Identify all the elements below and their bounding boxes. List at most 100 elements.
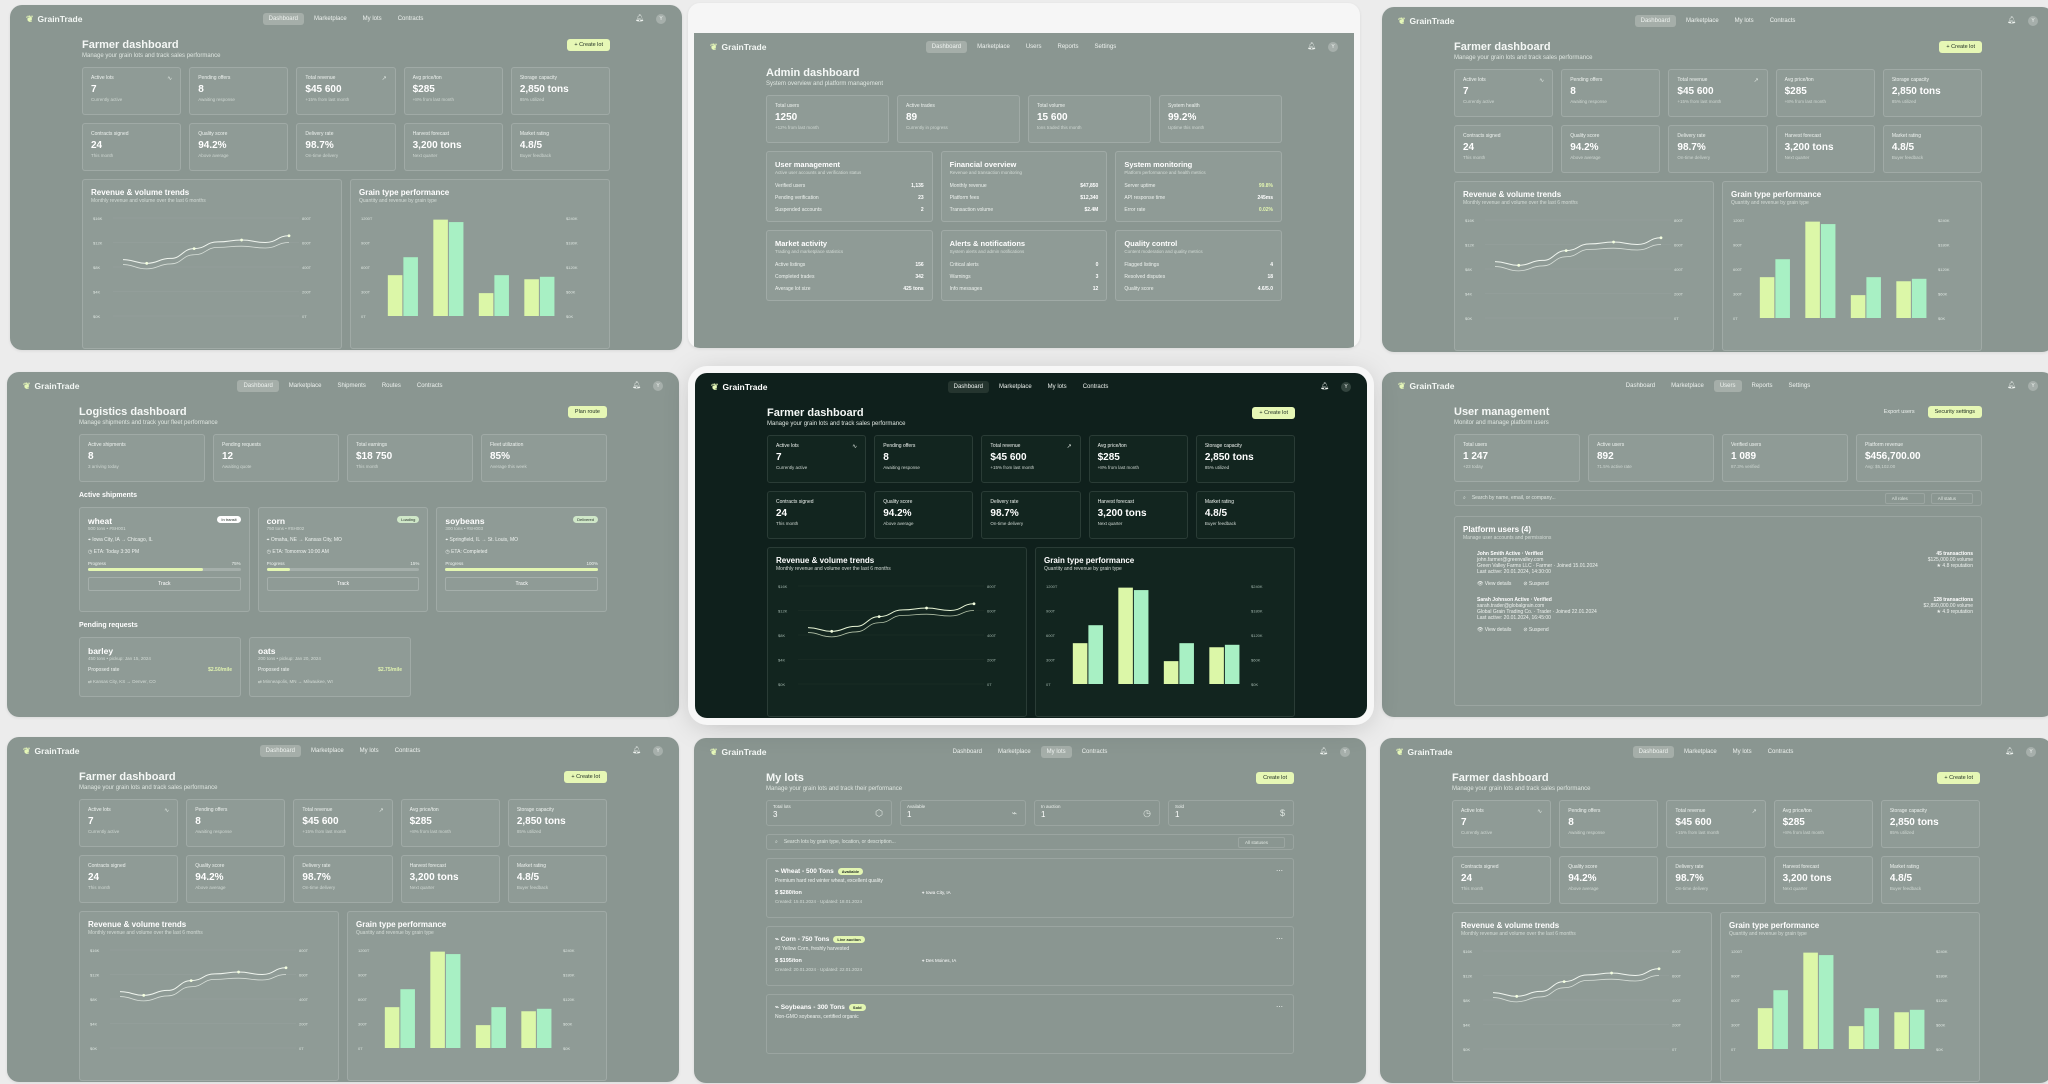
logo[interactable]: ❦ GrainTrade: [26, 14, 176, 25]
logo[interactable]: ❦ GrainTrade: [23, 746, 173, 757]
logo[interactable]: ❦ GrainTrade: [711, 382, 861, 393]
avatar[interactable]: Y: [1328, 42, 1338, 52]
avatar[interactable]: Y: [653, 746, 663, 756]
search-input[interactable]: ⌕ Search by name, email, or company... All…: [1454, 490, 1982, 506]
avatar[interactable]: Y: [2028, 16, 2038, 26]
avatar[interactable]: Y: [653, 381, 663, 391]
nav-link-marketplace[interactable]: Marketplace: [1683, 749, 1717, 755]
user-row[interactable]: Sarah Johnson Active · Verified sarah.tra…: [1477, 597, 1973, 633]
nav-link-my-lots[interactable]: My lots: [1040, 746, 1072, 758]
nav-link-settings[interactable]: Settings: [1788, 383, 1811, 389]
bell-icon[interactable]: 🔔︎: [2007, 17, 2016, 24]
nav-link-my-lots[interactable]: My lots: [1734, 18, 1754, 24]
bell-icon[interactable]: 🔔︎: [2007, 382, 2016, 389]
nav-link-contracts[interactable]: Contracts: [397, 16, 424, 22]
logo[interactable]: ❦ GrainTrade: [23, 381, 173, 392]
nav-link-shipments[interactable]: Shipments: [337, 383, 366, 389]
bell-icon[interactable]: 🔔︎: [2005, 748, 2014, 755]
request-card[interactable]: oats 200 tons • pickup: Jan 20, 2024 Propo…: [249, 637, 411, 697]
nav-link-routes[interactable]: Routes: [381, 383, 401, 389]
nav-link-dashboard[interactable]: Dashboard: [237, 380, 279, 392]
plan-route-button[interactable]: Plan route: [567, 406, 607, 418]
nav-link-contracts[interactable]: Contracts: [416, 383, 443, 389]
status-filter[interactable]: All statuses: [1237, 836, 1285, 848]
logo[interactable]: ❦ GrainTrade: [710, 42, 860, 53]
track-button[interactable]: Track: [88, 577, 241, 591]
nav-link-dashboard[interactable]: Dashboard: [259, 745, 301, 757]
more-icon[interactable]: ⋯: [1276, 936, 1283, 943]
avatar[interactable]: Y: [2028, 381, 2038, 391]
lot-card[interactable]: ⌁ Wheat - 500 Tons Available Premium hard …: [766, 858, 1294, 918]
nav-link-settings[interactable]: Settings: [1094, 44, 1117, 50]
nav-link-marketplace[interactable]: Marketplace: [313, 16, 347, 22]
nav-link-my-lots[interactable]: My lots: [359, 748, 379, 754]
avatar[interactable]: Y: [1341, 382, 1351, 392]
bell-icon[interactable]: 🔔︎: [632, 382, 641, 389]
bell-icon[interactable]: 🔔︎: [635, 15, 644, 22]
suspend-button[interactable]: ⊘ Suspend: [1523, 581, 1549, 587]
create-lot-button[interactable]: Create lot: [1256, 772, 1294, 784]
track-button[interactable]: Track: [445, 577, 599, 591]
create-lot-button[interactable]: + Create lot: [567, 39, 610, 51]
clock-icon: ◷: [1143, 808, 1151, 818]
lot-card[interactable]: ⌁ Corn - 750 Tons Live auction #2 Yellow C…: [766, 926, 1294, 986]
nav-link-marketplace[interactable]: Marketplace: [1685, 18, 1719, 24]
stat-card: Contracts signed 24 This month: [1454, 125, 1554, 173]
bell-icon[interactable]: 🔔︎: [1307, 43, 1316, 50]
nav-link-dashboard[interactable]: Dashboard: [1634, 15, 1676, 27]
nav-link-reports[interactable]: Reports: [1057, 44, 1079, 50]
nav-link-contracts[interactable]: Contracts: [1082, 384, 1109, 390]
nav-link-contracts[interactable]: Contracts: [1767, 749, 1794, 755]
nav-link-dashboard[interactable]: Dashboard: [947, 381, 989, 393]
avatar[interactable]: Y: [2026, 747, 2036, 757]
nav-link-contracts[interactable]: Contracts: [1081, 749, 1108, 755]
nav-link-dashboard[interactable]: Dashboard: [952, 749, 982, 755]
create-lot-button[interactable]: + Create lot: [1252, 407, 1295, 419]
create-lot-button[interactable]: + Create lot: [1939, 41, 1982, 53]
track-button[interactable]: Track: [266, 577, 420, 591]
nav-link-marketplace[interactable]: Marketplace: [1671, 383, 1704, 389]
nav-link-users[interactable]: Users: [1713, 380, 1742, 392]
logo[interactable]: ❦ GrainTrade: [1398, 381, 1548, 392]
nav-link-contracts[interactable]: Contracts: [394, 748, 421, 754]
avatar[interactable]: Y: [656, 14, 666, 24]
logo[interactable]: ❦ GrainTrade: [1396, 747, 1546, 758]
view-details-button[interactable]: 👁︎ View details: [1477, 581, 1512, 587]
nav-link-my-lots[interactable]: My lots: [1732, 749, 1752, 755]
more-icon[interactable]: ⋯: [1276, 1004, 1283, 1011]
nav-link-dashboard[interactable]: Dashboard: [262, 13, 304, 25]
security-settings-button[interactable]: Security settings: [1927, 406, 1982, 418]
nav-link-reports[interactable]: Reports: [1751, 383, 1773, 389]
nav-link-marketplace[interactable]: Marketplace: [288, 383, 322, 389]
suspend-button[interactable]: ⊘ Suspend: [1523, 627, 1549, 633]
nav-link-marketplace[interactable]: Marketplace: [977, 44, 1010, 50]
create-lot-button[interactable]: + Create lot: [1937, 772, 1980, 784]
more-icon[interactable]: ⋯: [1276, 868, 1283, 875]
create-lot-button[interactable]: + Create lot: [564, 771, 607, 783]
request-card[interactable]: barley 450 tons • pickup: Jan 15, 2024 Pro…: [79, 637, 241, 697]
nav-link-dashboard[interactable]: Dashboard: [1625, 383, 1656, 389]
export-users-button[interactable]: Export users: [1883, 409, 1915, 415]
bell-icon[interactable]: 🔔︎: [1319, 748, 1328, 755]
logo[interactable]: ❦ GrainTrade: [710, 747, 860, 758]
logo[interactable]: ❦ GrainTrade: [1398, 16, 1548, 27]
user-row[interactable]: John Smith Active · Verified john.farmer@…: [1477, 551, 1973, 587]
nav-link-dashboard[interactable]: Dashboard: [925, 41, 968, 53]
nav-link-marketplace[interactable]: Marketplace: [997, 749, 1031, 755]
bell-icon[interactable]: 🔔︎: [1320, 383, 1329, 390]
nav-link-my-lots[interactable]: My lots: [362, 16, 382, 22]
nav-link-contracts[interactable]: Contracts: [1769, 18, 1796, 24]
lot-card[interactable]: ⌁ Soybeans - 300 Tons Sold Non-GMO soybean…: [766, 994, 1294, 1054]
nav-link-marketplace[interactable]: Marketplace: [998, 384, 1032, 390]
avatar[interactable]: Y: [1340, 747, 1350, 757]
status-filter[interactable]: All status: [1930, 492, 1973, 504]
bell-icon[interactable]: 🔔︎: [632, 747, 641, 754]
nav-link-marketplace[interactable]: Marketplace: [310, 748, 344, 754]
nav-link-dashboard[interactable]: Dashboard: [1632, 746, 1674, 758]
view-details-button[interactable]: 👁︎ View details: [1477, 627, 1512, 633]
nav-link-users[interactable]: Users: [1025, 44, 1042, 50]
nav-link-my-lots[interactable]: My lots: [1047, 384, 1067, 390]
role-filter[interactable]: All roles: [1884, 492, 1925, 504]
search-input[interactable]: ⌕ Search lots by grain type, location, or…: [766, 834, 1294, 850]
y-tick-right: $60K: [1936, 1023, 1946, 1028]
